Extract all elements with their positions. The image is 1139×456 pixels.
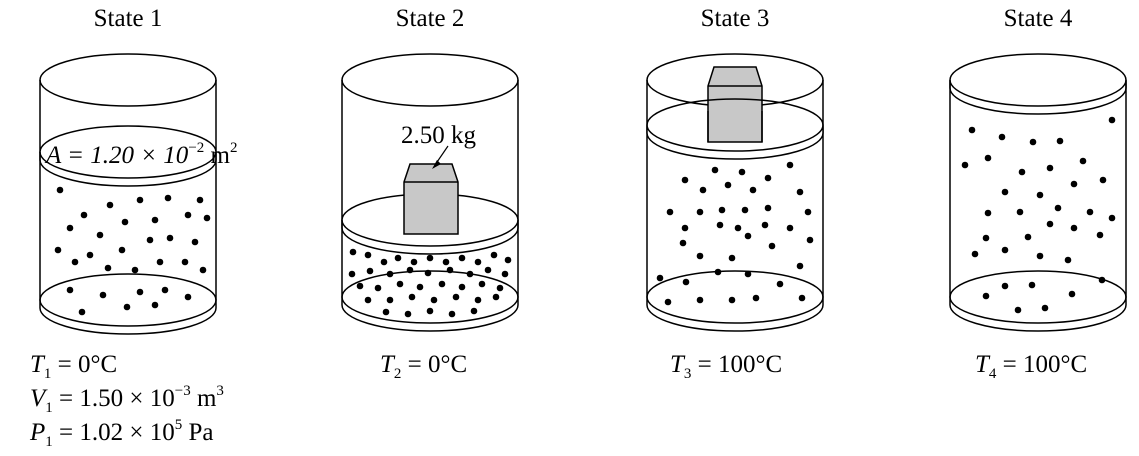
state-1-title: State 1 (94, 5, 163, 32)
gas-molecules-2 (348, 248, 512, 318)
state-1-volume: V1 = 1.50 × 10−3 m3 (30, 383, 224, 416)
cylinder-1-top-rim (39, 53, 217, 107)
cylinder-4-top-rim (949, 53, 1127, 81)
piston-1 (39, 125, 217, 187)
gas-molecules-4 (961, 116, 1116, 314)
mass-pointer-arrowhead (432, 160, 441, 169)
cylinder-2-top-rim (341, 53, 519, 107)
state-1-conditions: T1 = 0°C V1 = 1.50 × 10−3 m3 P1 = 1.02 ×… (29, 351, 224, 450)
cylinder-1-bottom (39, 273, 217, 301)
weight-block-3 (707, 66, 763, 143)
cylinder-1 (39, 53, 217, 335)
piston-area-label: A = 1.20 × 10−2 m2 (44, 140, 237, 169)
state-2-title: State 2 (396, 5, 465, 32)
state-4-temperature: T4 = 100°C (975, 351, 1087, 382)
piston-3 (646, 98, 824, 160)
state-2-temperature: T2 = 0°C (380, 351, 467, 382)
state-1-pressure: P1 = 1.02 × 105 Pa (29, 417, 213, 450)
cylinder-4 (949, 53, 1127, 332)
state-4-title: State 4 (1004, 5, 1073, 32)
state-3-title: State 3 (701, 5, 770, 32)
weight-block-2 (403, 163, 459, 235)
gas-molecules-1 (54, 186, 211, 316)
state-3-temperature: T3 = 100°C (670, 351, 782, 382)
state-1-temperature: T1 = 0°C (30, 351, 117, 382)
mass-label: 2.50 kg (401, 122, 477, 149)
gas-molecules-3 (656, 161, 814, 306)
